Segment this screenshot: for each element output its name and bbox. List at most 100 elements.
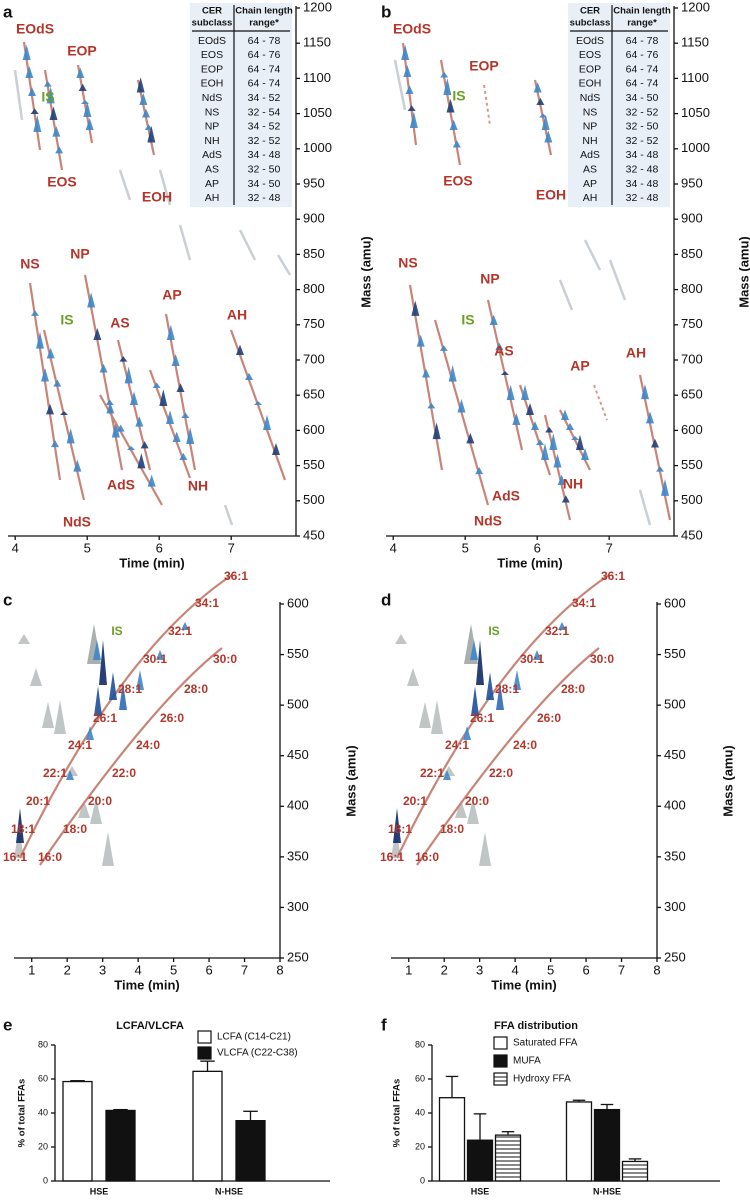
peak <box>422 368 430 378</box>
series-curve <box>19 574 233 859</box>
peak <box>106 402 115 414</box>
y-tick-label: 500 <box>303 492 325 507</box>
legend-label: MUFA <box>513 1056 541 1067</box>
peak <box>561 495 570 503</box>
table-cell: EOH <box>579 78 602 90</box>
peak <box>489 314 498 325</box>
y-tick-label: 850 <box>303 246 325 261</box>
trace <box>608 259 627 301</box>
peak <box>136 670 144 690</box>
table-cell: 32 - 48 <box>626 163 659 175</box>
peak <box>81 100 89 104</box>
x-tick-label: 7 <box>228 540 235 555</box>
table-cell: 64 - 78 <box>626 35 659 47</box>
x-tick-label: 5 <box>462 540 469 555</box>
table-header: range* <box>249 18 279 29</box>
legend-label: Saturated FFA <box>513 1038 578 1049</box>
x-tick-label: 8 <box>653 962 660 977</box>
annotation: AdS <box>107 477 135 493</box>
peak <box>142 108 150 118</box>
trace <box>118 169 132 201</box>
annotation: 22:1 <box>420 766 444 780</box>
peak <box>254 401 262 405</box>
table-cell: AH <box>583 192 598 204</box>
x-axis-title: Time (min) <box>497 555 563 570</box>
table-cell: 64 - 74 <box>248 78 281 90</box>
annotation: 20:1 <box>403 794 427 808</box>
y-tick-label: 950 <box>303 175 325 190</box>
table-cell: 34 - 50 <box>248 178 281 190</box>
peak <box>139 93 148 105</box>
annotation: EOS <box>443 173 473 189</box>
x-tick-label: 7 <box>618 962 625 977</box>
peak <box>172 431 181 442</box>
table-header: Chain length <box>235 6 293 17</box>
peak <box>403 65 412 77</box>
trace <box>238 229 257 261</box>
peak <box>496 682 504 710</box>
plot-area <box>393 42 672 526</box>
table-cell: 34 - 48 <box>626 149 659 161</box>
peak <box>159 389 168 406</box>
y-tick-label: 550 <box>664 646 686 661</box>
peak <box>140 441 149 449</box>
panel-label: b <box>381 2 391 21</box>
table-cell: 64 - 74 <box>248 63 281 75</box>
bar <box>105 1109 136 1182</box>
table-cell: AS <box>205 163 219 175</box>
y-tick-label: 550 <box>681 457 703 472</box>
peak <box>416 334 425 347</box>
table-cell: 34 - 50 <box>626 92 659 104</box>
table-header: subclass <box>570 18 611 29</box>
peak <box>463 726 471 740</box>
table-cell: NS <box>583 106 598 118</box>
y-tick-label: 750 <box>303 316 325 331</box>
x-tick-label: 1 <box>28 962 35 977</box>
y-tick-label: 20 <box>415 1141 425 1151</box>
peak <box>470 640 478 660</box>
y-tick-label: 60 <box>38 1073 48 1083</box>
y-tick-label: 950 <box>681 175 703 190</box>
peak <box>130 391 138 405</box>
x-tick-label: 4 <box>390 540 397 555</box>
table-cell: NS <box>205 106 220 118</box>
y-tick-label: 600 <box>287 595 309 610</box>
table-cell: 32 - 48 <box>626 192 659 204</box>
peak <box>22 44 31 60</box>
annotation: 24:1 <box>445 738 469 752</box>
y-tick-label: 1150 <box>681 35 709 50</box>
peak <box>661 479 669 496</box>
table-cell: 34 - 48 <box>248 149 281 161</box>
peak <box>176 383 185 392</box>
y-tick-label: 40 <box>415 1107 425 1117</box>
x-tick-label: 4 <box>512 962 519 977</box>
x-tick-label: HSE <box>471 1186 490 1196</box>
peak <box>181 412 190 418</box>
x-tick-label: 6 <box>534 540 541 555</box>
legend-label: VLCFA (C22-C38) <box>217 1048 298 1059</box>
table-cell: AH <box>205 192 220 204</box>
annotation: AP <box>162 287 181 303</box>
peak <box>52 126 61 137</box>
y-tick-label: 450 <box>287 747 309 762</box>
annotation: 24:0 <box>136 738 160 752</box>
bar <box>235 1120 266 1182</box>
trace <box>558 279 574 311</box>
peak <box>43 81 52 87</box>
peak <box>99 363 108 373</box>
y-tick-label: 450 <box>303 527 325 542</box>
peak <box>99 640 107 685</box>
annotation: NH <box>188 478 208 494</box>
annotation: 18:1 <box>388 822 412 836</box>
y-tick-label: 0 <box>420 1175 425 1185</box>
y-axis-title: Mass (amu) <box>720 745 735 817</box>
annotation: IS <box>41 89 54 105</box>
panel-label: e <box>3 1015 12 1034</box>
y-tick-label: 350 <box>664 848 686 863</box>
peak <box>475 466 484 475</box>
annotation: 16:0 <box>38 850 62 864</box>
peak <box>179 452 188 460</box>
peak <box>116 424 125 432</box>
x-tick-label: 7 <box>606 540 613 555</box>
